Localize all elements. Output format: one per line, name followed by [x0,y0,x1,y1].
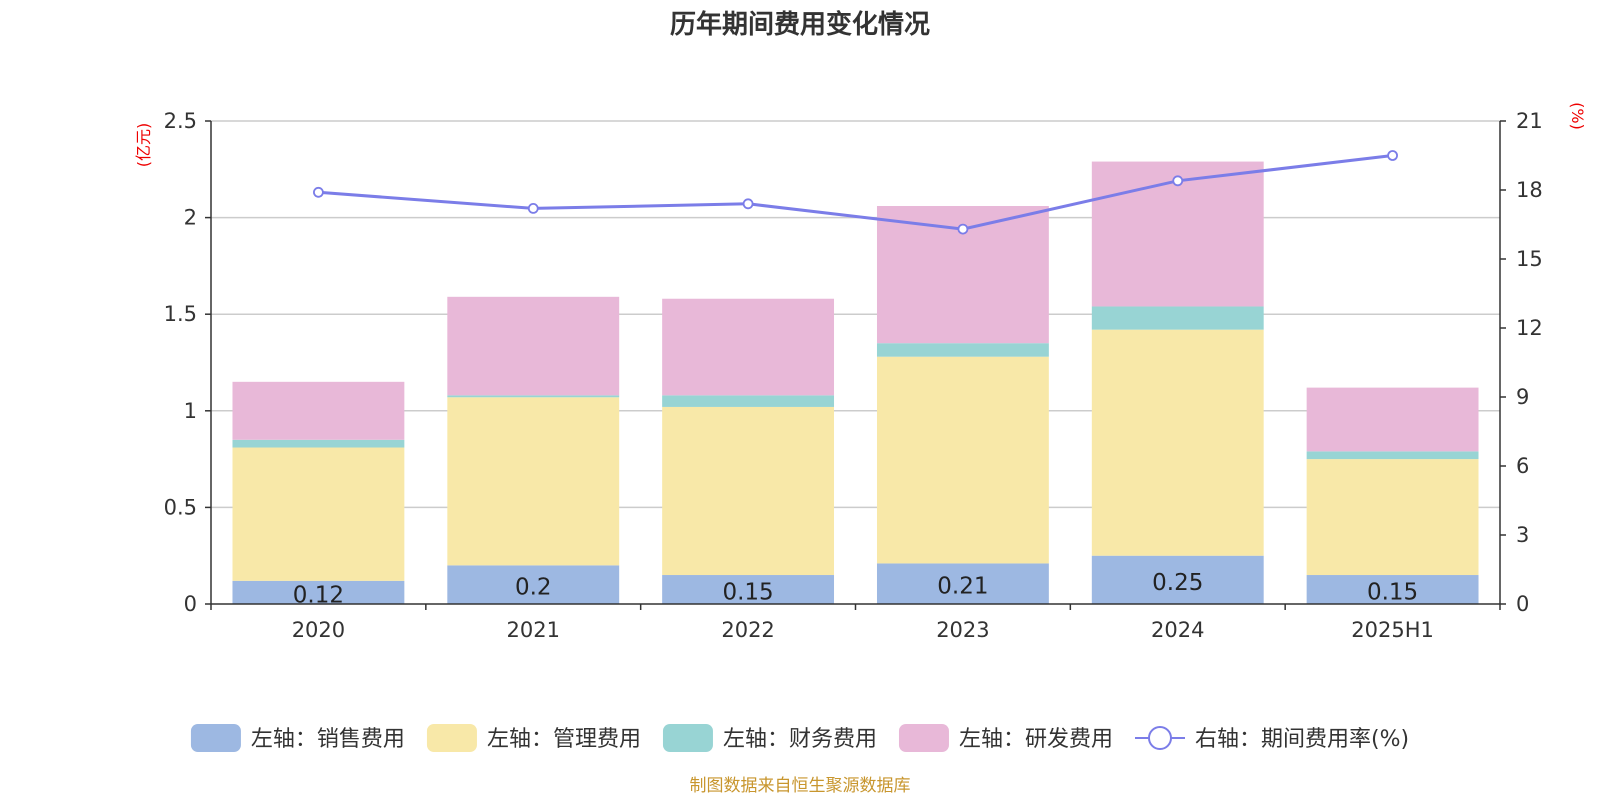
bar-segment [662,395,835,407]
left-axis-tick-label: 2.5 [164,109,197,133]
bar-segment [447,565,620,604]
right-axis-tick-label: 21 [1516,109,1543,133]
data-source-note: 制图数据来自恒生聚源数据库 [690,776,911,796]
left-axis-tick-label: 0 [184,592,197,616]
bar-segment [1306,459,1479,576]
right-axis-tick-label: 6 [1516,454,1529,478]
rate-point [1172,175,1184,187]
bar-segment [876,343,1049,357]
rate-line [318,154,1393,231]
legend-marker [1147,726,1172,750]
rate-point [1387,150,1398,161]
legend-label: 右轴：期间费用率(%) [1195,727,1409,752]
x-axis-tick-label: 2020 [292,618,345,642]
bar-segment [232,447,405,581]
bar-data-label: 0.15 [1367,580,1418,606]
right-axis-tick-label: 18 [1516,178,1543,202]
bar-segment [1306,451,1479,460]
legend-label: 左轴：财务费用 [723,727,877,752]
rate-line-series [313,150,1398,235]
bar-data-label: 0.15 [722,580,773,606]
axes: 0 0.5 1 1.5 2 2.5 0 3 6 9 12 15 18 21 2020 2021 2022 2023… [164,109,1543,642]
legend-item[interactable]: 右轴：期间费用率(%) [1134,726,1409,752]
left-axis-tick-label: 1 [184,399,197,423]
bar-data-label: 0.2 [515,575,552,601]
legend-swatch [190,724,241,752]
bar-segment [447,395,620,398]
rate-point [957,223,969,235]
bar-segment [1091,306,1264,330]
bar-segment [662,575,835,604]
bar-segment [876,563,1049,604]
x-axis-tick-label: 2023 [936,618,989,642]
gridlines [211,120,1500,509]
x-axis-tick-label: 2022 [721,618,774,642]
bar-segment [1091,329,1264,556]
legend-label: 左轴：研发费用 [959,727,1113,752]
legend-item[interactable]: 左轴：财务费用 [662,724,877,752]
bar-segment [232,439,405,448]
left-axis-tick-label: 1.5 [164,302,197,326]
bar-segment [232,580,405,604]
legend-item[interactable]: 左轴：研发费用 [898,724,1113,752]
left-axis-unit: (亿元) [134,123,153,168]
right-axis-tick-label: 9 [1516,385,1529,409]
left-axis-tick-label: 2 [184,206,197,230]
x-axis-tick-label: 2021 [507,618,560,642]
right-axis-tick-label: 15 [1516,247,1543,271]
bar-segment [1091,555,1264,604]
right-axis-unit: (%) [1568,102,1587,130]
legend-swatch [662,724,713,752]
bar-segment [1306,387,1479,452]
bar-segment [662,298,835,396]
rate-point [527,202,539,214]
legend-label: 左轴：销售费用 [251,727,405,752]
bar-segment [1306,575,1479,604]
rate-point [742,198,754,210]
legend-swatch [898,724,949,752]
rate-point [313,186,324,198]
x-axis-tick-label: 2024 [1151,618,1204,642]
data-labels: 0.12 0.2 0.15 0.21 0.25 0.15 [293,570,1418,609]
legend-swatch [426,724,477,752]
bar-segment [232,381,405,440]
right-axis-tick-label: 0 [1516,592,1529,616]
left-axis-tick-label: 0.5 [164,495,197,519]
bar-data-label: 0.25 [1152,570,1203,596]
bar-segment [662,406,835,576]
right-axis-tick-label: 12 [1516,316,1543,340]
bar-segment [447,296,620,396]
right-axis-tick-label: 3 [1516,523,1529,547]
bar-data-label: 0.12 [293,582,344,608]
legend-item[interactable]: 左轴：管理费用 [426,724,641,752]
legend-item[interactable]: 左轴：销售费用 [190,724,405,752]
bar-segment [447,397,620,566]
bar-series [232,161,1479,604]
bar-segment [876,356,1049,564]
legend[interactable]: 左轴：销售费用 左轴：管理费用 左轴：财务费用 左轴：研发费用 右轴：期间费用率(%) [190,724,1409,752]
legend-label: 左轴：管理费用 [487,727,641,752]
bar-data-label: 0.21 [937,574,988,600]
x-axis-tick-label: 2025H1 [1351,618,1434,642]
chart-title: 历年期间费用变化情况 [670,9,930,40]
